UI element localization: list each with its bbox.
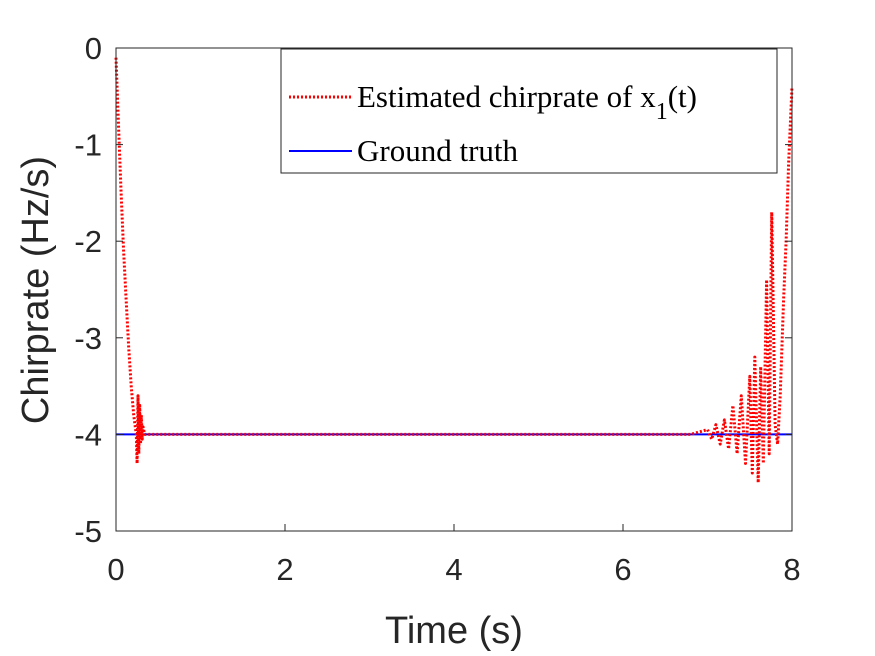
x-tick-label: 4 bbox=[445, 552, 462, 587]
y-tick-label: -2 bbox=[74, 224, 102, 259]
y-tick-label: -1 bbox=[74, 128, 102, 163]
series-layer bbox=[114, 57, 794, 485]
legend: Estimated chirprate of x1(t) Ground trut… bbox=[280, 48, 778, 174]
legend-label-estimated-tail: (t) bbox=[668, 79, 697, 114]
x-tick-label: 0 bbox=[107, 552, 124, 587]
x-tick-label: 6 bbox=[614, 552, 631, 587]
ticks-layer: 0 2 4 6 8 0 -1 -2 -3 -4 -5 bbox=[74, 31, 800, 587]
x-tick-label: 2 bbox=[276, 552, 293, 587]
legend-label-estimated: Estimated chirprate of x1(t) bbox=[357, 79, 697, 125]
y-axis-title: Chirprate (Hz/s) bbox=[15, 156, 57, 424]
legend-box bbox=[280, 48, 778, 174]
y-tick-label: -4 bbox=[74, 417, 102, 452]
y-tick-label: 0 bbox=[85, 31, 102, 66]
series-estimated-chirprate-line bbox=[114, 57, 794, 485]
x-axis-title: Time (s) bbox=[385, 610, 523, 652]
x-tick-label: 8 bbox=[783, 552, 800, 587]
legend-label-estimated-sub: 1 bbox=[656, 99, 668, 125]
legend-label-estimated-main: Estimated chirprate of x bbox=[357, 79, 656, 114]
y-tick-label: -3 bbox=[74, 321, 102, 356]
legend-label-ground-truth: Ground truth bbox=[357, 133, 519, 168]
y-tick-label: -5 bbox=[74, 514, 102, 549]
